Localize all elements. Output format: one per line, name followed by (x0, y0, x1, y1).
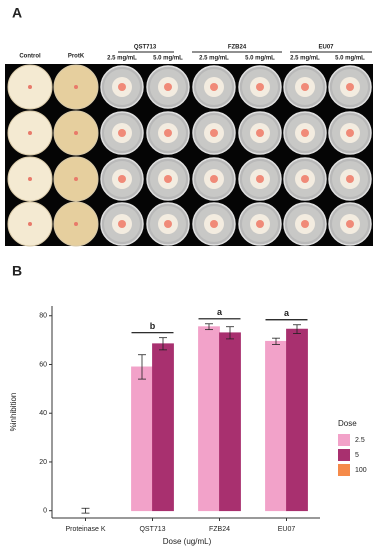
y-tick-label: 20 (39, 459, 47, 466)
colony-center (256, 220, 264, 228)
bar (219, 332, 241, 512)
colony-center (256, 83, 264, 91)
group-label: FZB24 (228, 45, 247, 51)
dishes (7, 64, 372, 247)
dose-label: 2.5 mg/mL (290, 56, 320, 62)
group-label: QST713 (134, 45, 157, 51)
colony-center (118, 175, 126, 183)
colony-center (346, 175, 354, 183)
colony-center (301, 220, 309, 228)
x-tick-label: FZB24 (209, 526, 230, 533)
colony-center (301, 83, 309, 91)
bar (265, 340, 287, 512)
x-axis-label: Dose (ug/mL) (163, 537, 212, 546)
colony-center (210, 175, 218, 183)
dose-label: 2.5 mg/mL (107, 56, 137, 62)
colony-center (210, 83, 218, 91)
x-tick-label: EU07 (278, 526, 296, 533)
dose-label: 2.5 mg/mL (199, 56, 229, 62)
colony-center (164, 129, 172, 137)
legend-title: Dose (338, 419, 357, 428)
dose-label: 5.0 mg/mL (335, 56, 365, 62)
y-tick-label: 80 (39, 313, 47, 320)
colony (28, 131, 32, 135)
legend-swatch (338, 434, 350, 446)
legend-swatch (338, 464, 350, 476)
dose-label: 5.0 mg/mL (245, 56, 275, 62)
y-tick-label: 60 (39, 361, 47, 368)
colony (74, 222, 78, 226)
bar (198, 326, 220, 512)
colony (28, 177, 32, 181)
legend-label: 100 (355, 467, 367, 474)
colony-center (164, 83, 172, 91)
colony-center (164, 175, 172, 183)
colony-center (118, 83, 126, 91)
colony-center (346, 220, 354, 228)
bar (131, 366, 153, 512)
colony (28, 222, 32, 226)
colony-center (118, 220, 126, 228)
dose-label: 5.0 mg/mL (153, 56, 183, 62)
column-label: ProtK (68, 54, 85, 60)
legend-label: 5 (355, 452, 359, 459)
significance-label: a (284, 308, 290, 318)
legend-label: 2.5 (355, 437, 365, 444)
legend-swatch (338, 449, 350, 461)
colony (74, 177, 78, 181)
panel-label: A (12, 5, 22, 21)
column-label: Control (19, 54, 41, 60)
colony-center (301, 175, 309, 183)
colony-center (210, 129, 218, 137)
significance-label: a (217, 307, 223, 317)
x-tick-label: Proteinase K (65, 526, 105, 533)
colony-center (118, 129, 126, 137)
colony-center (256, 129, 264, 137)
y-tick-label: 40 (39, 410, 47, 417)
colony-center (210, 220, 218, 228)
y-tick-label: 0 (43, 508, 47, 515)
significance-label: b (150, 321, 156, 331)
panel-label: B (12, 263, 22, 279)
y-axis-label: %inhibition (9, 393, 18, 432)
bar (152, 343, 174, 512)
group-label: EU07 (318, 45, 334, 51)
x-tick-label: QST713 (139, 526, 165, 533)
colony-center (301, 129, 309, 137)
colony-center (346, 129, 354, 137)
colony-center (256, 175, 264, 183)
colony (28, 85, 32, 89)
colony (74, 131, 78, 135)
colony (74, 85, 78, 89)
colony-center (346, 83, 354, 91)
colony-center (164, 220, 172, 228)
bar (286, 328, 308, 512)
